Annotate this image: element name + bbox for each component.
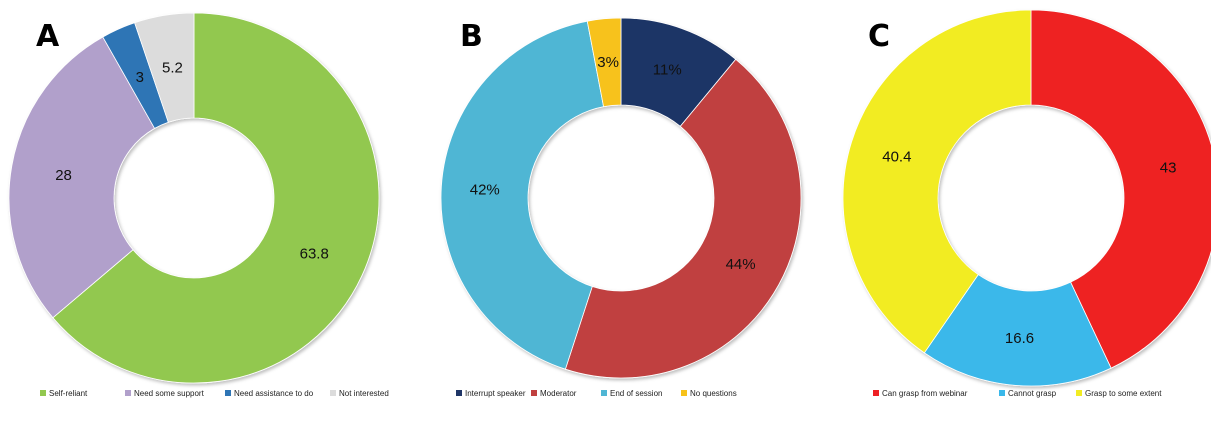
donut-chart-b: 11% 44% 42% 3% Interrupt speaker Moderator En… — [440, 17, 802, 398]
slice-label-self-reliant: 63.8 — [300, 246, 329, 263]
panel-letter-c: C — [868, 19, 890, 54]
slice-cannot-grasp — [923, 274, 1112, 387]
legend-label-not-interested: Not interested — [339, 389, 389, 398]
slice-label-interrupt-speaker: 11% — [653, 62, 682, 79]
legend-swatch-interrupt-speaker — [456, 390, 462, 396]
slice-self-reliant — [52, 12, 380, 384]
slice-grasp-to-some-extent — [842, 9, 1032, 354]
legend-label-self-reliant: Self-reliant — [49, 389, 88, 398]
slice-no-questions — [586, 17, 622, 108]
slice-need-some-support — [8, 36, 156, 319]
legend-label-end-of-session: End of session — [610, 389, 662, 398]
legend-swatch-self-reliant — [40, 390, 46, 396]
legend-label-need-assistance-to-do: Need assistance to do — [234, 389, 314, 398]
panel-letter-b: B — [460, 19, 483, 54]
legend-a: Self-reliant Need some support Need assist… — [40, 389, 389, 398]
slice-label-can-grasp-from-webinar: 43 — [1160, 159, 1177, 176]
legend-label-interrupt-speaker: Interrupt speaker — [465, 389, 526, 398]
slice-moderator — [564, 58, 802, 379]
legend-label-can-grasp-from-webinar: Can grasp from webinar — [882, 389, 968, 398]
legend-label-need-some-support: Need some support — [134, 389, 205, 398]
legend-swatch-end-of-session — [601, 390, 607, 396]
legend-label-moderator: Moderator — [540, 389, 577, 398]
legend-swatch-can-grasp-from-webinar — [873, 390, 879, 396]
donut-chart-a: 63.8 28 3 5.2 Self-reliant Need some support… — [8, 12, 389, 398]
legend-swatch-not-interested — [330, 390, 336, 396]
slice-label-end-of-session: 42% — [470, 181, 500, 198]
slice-label-cannot-grasp: 16.6 — [1005, 330, 1034, 347]
legend-swatch-need-assistance-to-do — [225, 390, 231, 396]
slice-label-no-questions: 3% — [597, 54, 619, 71]
legend-swatch-need-some-support — [125, 390, 131, 396]
slice-not-interested — [134, 12, 195, 123]
legend-label-grasp-to-some-extent: Grasp to some extent — [1085, 389, 1162, 398]
slice-label-moderator: 44% — [726, 256, 756, 273]
donut-chart-c: 43 16.6 40.4 Can grasp from webinar Cannot … — [842, 9, 1211, 398]
slice-label-not-interested: 5.2 — [162, 59, 183, 76]
legend-swatch-moderator — [531, 390, 537, 396]
slice-label-grasp-to-some-extent: 40.4 — [882, 148, 911, 165]
legend-c: Can grasp from webinar Cannot grasp Grasp … — [873, 389, 1162, 398]
slice-can-grasp-from-webinar — [1030, 9, 1211, 369]
legend-swatch-cannot-grasp — [999, 390, 1005, 396]
legend-label-no-questions: No questions — [690, 389, 737, 398]
legend-label-cannot-grasp: Cannot grasp — [1008, 389, 1057, 398]
legend-swatch-grasp-to-some-extent — [1076, 390, 1082, 396]
slice-label-need-some-support: 28 — [55, 167, 72, 184]
legend-b: Interrupt speaker Moderator End of session… — [456, 389, 737, 398]
legend-swatch-no-questions — [681, 390, 687, 396]
panel-letter-a: A — [36, 19, 60, 54]
slice-label-need-assistance-to-do: 3 — [136, 69, 144, 86]
slice-end-of-session — [440, 20, 605, 370]
